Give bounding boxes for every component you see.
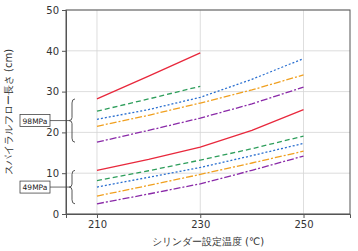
x-axis: 210 230 250: [67, 214, 351, 230]
y-tick: 40: [46, 46, 66, 57]
y-tick: 30: [46, 86, 66, 97]
y-tick: 20: [46, 127, 66, 138]
y-tick-label: 40: [46, 46, 59, 57]
y-tick-label: 20: [46, 127, 59, 138]
x-tick: 210: [88, 214, 107, 230]
annotation: 98MPa: [23, 117, 48, 126]
series-line: [97, 110, 304, 171]
x-tick-label: 210: [88, 219, 107, 230]
y-tick-label: 50: [46, 5, 59, 16]
grid-line: [96, 10, 97, 214]
y-tick-label: 30: [46, 86, 59, 97]
series-line: [97, 156, 304, 204]
brace: [69, 170, 75, 203]
annotation-box: [20, 181, 50, 193]
y-tick-mark: [62, 173, 66, 174]
y-tick-mark: [62, 92, 66, 93]
grid-line: [66, 132, 350, 133]
series-line: [97, 59, 304, 120]
y-tick-label: 10: [46, 168, 59, 179]
brace-connector: [50, 187, 69, 188]
y-axis-title: スパイラルフロー長さ (cm): [3, 49, 14, 175]
y-tick: 50: [46, 5, 66, 16]
x-tick-label: 250: [294, 219, 313, 230]
y-tick: 0: [53, 209, 66, 220]
x-tick: 230: [191, 214, 210, 230]
annotation: 49MPa: [23, 183, 48, 192]
series-line: [97, 151, 304, 196]
x-axis-line: [67, 215, 351, 219]
series-line: [97, 53, 200, 99]
grid: [66, 10, 350, 214]
plot-frame: [66, 10, 350, 214]
chart: 210 230 250 0 10 20 30 40 50 シリンダー設定温度 (℃) スパイラルフロ…: [0, 0, 358, 251]
y-tick-mark: [62, 132, 66, 133]
x-tick-label: 230: [191, 219, 210, 230]
grid-line: [66, 50, 350, 51]
grid-line: [66, 91, 350, 92]
brace-connector: [50, 120, 69, 121]
x-tick: 250: [294, 214, 313, 230]
y-tick-label: 0: [53, 209, 59, 220]
grid-line: [303, 10, 304, 214]
y-tick-mark: [62, 10, 66, 11]
x-tick-mark: [200, 214, 201, 218]
plot-area: [97, 53, 304, 204]
x-tick-mark: [304, 214, 305, 218]
series-line: [97, 86, 200, 111]
y-axis-line: [62, 11, 67, 215]
brace: [69, 99, 75, 142]
series-line: [97, 87, 304, 142]
x-tick-mark: [97, 214, 98, 218]
y-tick-mark: [62, 214, 66, 215]
annotations: 98MPa 49MPa: [20, 99, 75, 204]
annotation-box: [20, 115, 50, 127]
y-tick-mark: [62, 51, 66, 52]
x-axis-title: シリンダー設定温度 (℃): [152, 236, 264, 247]
y-tick: 10: [46, 168, 66, 179]
